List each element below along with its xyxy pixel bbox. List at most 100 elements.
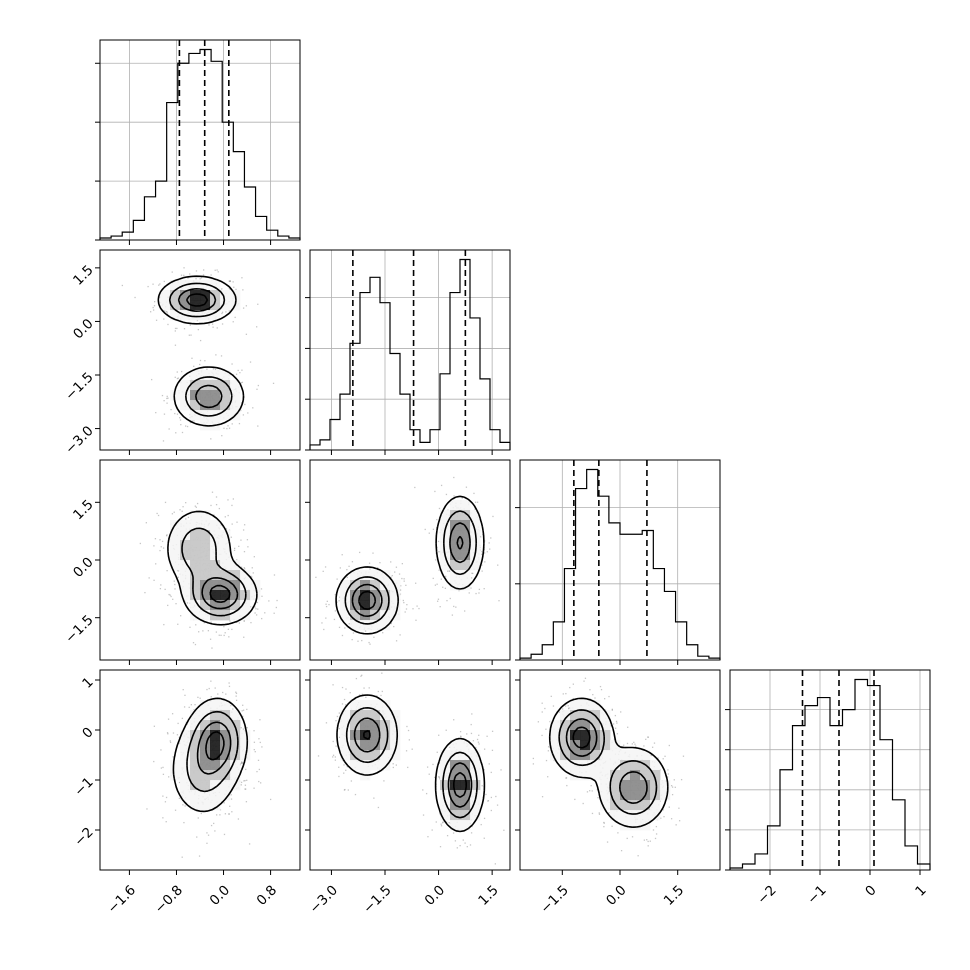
density-cell	[380, 590, 391, 601]
x-tick-label: 0.0	[422, 882, 449, 909]
scatter-point	[382, 632, 384, 634]
scatter-point	[468, 592, 470, 594]
density-cell	[380, 750, 391, 761]
scatter-point	[199, 363, 201, 366]
scatter-point	[478, 734, 480, 736]
scatter-point	[192, 642, 195, 644]
scatter-point	[210, 680, 212, 682]
density-cell	[210, 290, 221, 301]
scatter-point	[245, 801, 248, 803]
scatter-point	[336, 578, 338, 580]
scatter-point	[161, 394, 164, 397]
scatter-point	[598, 812, 600, 814]
density-cell	[630, 820, 641, 831]
density-cell	[200, 550, 211, 561]
scatter-point	[234, 547, 236, 550]
density-cell	[630, 750, 641, 761]
density-shading	[170, 510, 261, 621]
density-cell	[230, 580, 241, 591]
density-cell	[230, 730, 241, 741]
density-cell	[190, 790, 201, 801]
scatter-point	[275, 606, 277, 609]
scatter-point	[159, 549, 161, 552]
density-cell	[600, 710, 611, 721]
contour-line	[181, 527, 247, 617]
scatter-point	[185, 502, 187, 504]
scatter-point	[470, 732, 473, 735]
density-cell	[220, 760, 231, 771]
scatter-point	[174, 330, 176, 332]
scatter-point	[236, 521, 238, 523]
scatter-point	[240, 727, 242, 729]
density-cell	[230, 380, 241, 391]
scatter-point	[241, 381, 244, 384]
density-cell	[220, 390, 231, 401]
scatter-point	[403, 601, 405, 604]
contours	[336, 694, 486, 833]
scatter-point	[439, 813, 441, 815]
density-cell	[470, 800, 481, 811]
density-cell	[590, 720, 601, 731]
scatter-point	[451, 614, 454, 616]
scatter-point	[461, 497, 463, 499]
contour-line	[167, 510, 258, 626]
contour-line	[335, 495, 485, 635]
density-cell	[190, 380, 201, 391]
scatter-point	[200, 812, 202, 815]
scatter-point	[620, 711, 622, 713]
scatter-point	[199, 339, 202, 342]
density-cell	[380, 720, 391, 731]
scatter-point	[612, 723, 615, 725]
scatter-point	[228, 682, 230, 684]
scatter-point	[438, 569, 440, 571]
scatter-point	[228, 287, 231, 289]
density-cell	[450, 740, 461, 751]
density-cell	[190, 740, 201, 751]
density-cell	[340, 740, 351, 751]
density-cell	[570, 710, 581, 721]
density-cell	[560, 760, 571, 771]
density-cell	[360, 610, 371, 621]
scatter-point	[432, 763, 434, 766]
density-cell	[180, 540, 191, 551]
density-cell	[210, 770, 221, 781]
density-cell	[370, 620, 381, 631]
scatter-point	[476, 501, 479, 503]
scatter-point	[418, 607, 420, 610]
scatter-point	[243, 567, 245, 569]
scatter-point	[256, 388, 258, 390]
density-cell	[470, 750, 481, 761]
density-cell	[360, 590, 371, 601]
density-cell	[210, 520, 221, 531]
x-tick-label: 0.8	[254, 882, 281, 909]
scatter-point	[346, 568, 348, 571]
density-cell	[560, 730, 571, 741]
contour-line	[344, 510, 477, 625]
density-cell	[220, 790, 231, 801]
scatter-point	[244, 784, 247, 786]
density-cell	[370, 600, 381, 611]
scatter-point	[159, 587, 162, 590]
scatter-point	[240, 382, 243, 384]
scatter-point	[478, 588, 481, 591]
scatter-point	[146, 808, 148, 810]
density-cell	[200, 770, 211, 781]
density-cell	[200, 290, 211, 301]
scatter-point	[242, 709, 245, 711]
scatter-point	[218, 507, 221, 510]
scatter-point	[440, 484, 443, 487]
scatter-point	[380, 694, 382, 697]
scatter-point	[591, 790, 593, 792]
scatter-point	[176, 377, 179, 380]
density-cell	[220, 590, 231, 601]
scatter-point	[623, 744, 625, 746]
scatter-point	[181, 717, 184, 720]
scatter-point	[167, 397, 169, 399]
panel-content	[317, 672, 505, 865]
density-cell	[170, 560, 181, 571]
density-cell	[450, 500, 461, 511]
scatter-point	[645, 738, 647, 741]
joint-panel-1-0: 1.5 0.0 −1.5 −3.0	[62, 249, 301, 457]
density-cell	[440, 520, 451, 531]
scatter-point	[214, 830, 216, 832]
